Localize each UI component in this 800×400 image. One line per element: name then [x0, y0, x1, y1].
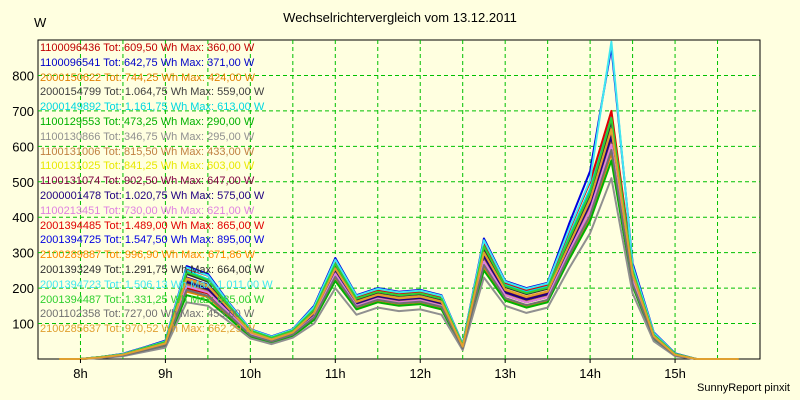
legend-entry: 2000154799 Tot: 1.064,75 Wh Max: 559,00 … [40, 86, 265, 99]
legend-entry: 1100096436 Tot: 609,50 Wh Max: 360,00 W [40, 42, 255, 54]
legend-entry: 2001394485 Tot: 1.489,00 Wh Max: 865,00 … [40, 219, 265, 232]
legend-entry: 2000150622 Tot: 744,25 Wh Max: 424,00 W [40, 71, 256, 84]
chart-title: Wechselrichtervergleich vom 13.12.2011 [283, 10, 517, 25]
axes: 100 200 300 400 500 600 700 800 8h 9h 10h 11h 12h 13h… [12, 68, 686, 381]
x-tick-label: 12h [409, 366, 431, 381]
legend-entry: 2001394487 Tot: 1.331,25 Wh Max: 685,00 … [40, 293, 265, 306]
legend-entry: 2000149892 Tot: 1.161,75 Wh Max: 613,00 … [40, 101, 265, 114]
y-tick-label: 800 [12, 68, 34, 83]
legend-entry: 1100129553 Tot: 473,25 Wh Max: 290,00 W [40, 115, 255, 128]
x-tick-label: 11h [325, 366, 346, 381]
legend-entry: 1100213451 Tot: 730,00 Wh Max: 621,00 W [40, 204, 255, 217]
legend-entry: 1100096541 Tot: 642,75 Wh Max: 371,00 W [40, 56, 255, 69]
y-tick-label: 500 [12, 175, 34, 190]
y-tick-label: 600 [12, 139, 34, 154]
x-tick-label: 14h [579, 366, 601, 381]
x-tick-label: 15h [664, 366, 686, 381]
legend-entry: 1100131006 Tot: 815,50 Wh Max: 433,00 W [40, 145, 255, 158]
series-line [59, 148, 739, 360]
legend-entry: 1100131025 Tot: 841,25 Wh Max: 603,00 W [40, 160, 255, 173]
series-line [59, 177, 739, 360]
y-tick-label: 200 [12, 281, 34, 296]
x-tick-label: 9h [158, 366, 172, 381]
y-tick-label: 100 [12, 317, 34, 332]
legend-entry: 2001393249 Tot: 1.291,75 Wh Max: 664,00 … [40, 263, 265, 276]
legend-entry: 2001394723 Tot: 1.506,13 Wh Max: 1.011,0… [40, 278, 273, 291]
x-tick-label: 8h [73, 366, 87, 381]
legend-entry: 2100289887 Tot: 996,90 Wh Max: 671,86 W [40, 249, 256, 262]
legend-entry: 2000001478 Tot: 1.020,75 Wh Max: 575,00 … [40, 189, 265, 202]
x-tick-label: 13h [494, 366, 516, 381]
y-tick-label: 400 [12, 210, 34, 225]
series-line [59, 128, 739, 360]
y-tick-label: 700 [12, 104, 34, 119]
legend-entry: 1100131074 Tot: 902,50 Wh Max: 647,00 W [40, 175, 255, 188]
y-tick-label: 300 [12, 246, 34, 261]
series-lines [59, 40, 739, 360]
legend: 1100096436 Tot: 609,50 Wh Max: 360,00 W 1… [40, 41, 273, 337]
legend-entry: 2100285637 Tot: 970,52 Wh Max: 662,29 W [40, 323, 256, 336]
x-tick-label: 10h [240, 366, 262, 381]
legend-entry: 2001102358 Tot: 727,00 Wh Max: 453,00 W [40, 308, 255, 321]
legend-entry: 1100130866 Tot: 346,75 Wh Max: 295,00 W [40, 130, 255, 143]
legend-entry: 2001394725 Tot: 1.547,50 Wh Max: 895,00 … [40, 234, 265, 247]
y-axis-unit: W [34, 15, 47, 30]
footer-credit: SunnyReport pinxit [697, 382, 790, 394]
